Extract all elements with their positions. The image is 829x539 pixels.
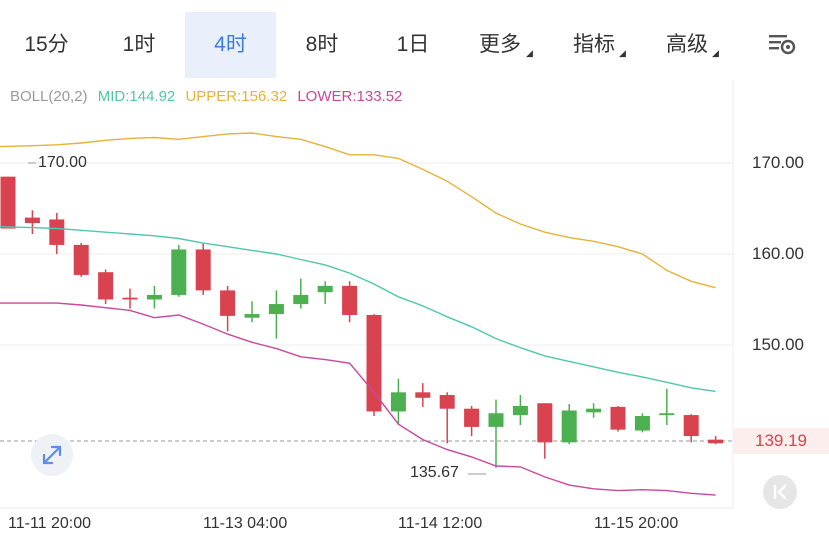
- tab-8h[interactable]: 8时: [305, 33, 339, 56]
- candle-body: [366, 314, 382, 412]
- candle-body: [561, 410, 577, 443]
- candle-body: [24, 217, 40, 224]
- candle-body: [488, 413, 504, 427]
- candle-body: [146, 294, 162, 300]
- candle-body: [220, 290, 236, 316]
- candle: [268, 290, 284, 339]
- candle: [24, 210, 40, 234]
- tab-more[interactable]: 更多: [479, 33, 521, 56]
- candle-body: [512, 405, 528, 416]
- candle: [561, 404, 577, 445]
- indicator-upper: UPPER:156.32: [185, 88, 288, 105]
- candle: [0, 176, 16, 229]
- candle: [708, 436, 724, 445]
- candle-body: [49, 219, 65, 245]
- low-annotation: 135.67: [410, 464, 459, 481]
- candle-body: [342, 285, 358, 315]
- dropdown-triangle-icon: ◢: [526, 48, 533, 58]
- candle-body: [171, 249, 187, 295]
- candles: [0, 176, 724, 468]
- candle: [586, 403, 602, 418]
- candle: [415, 383, 431, 407]
- candle: [683, 414, 699, 443]
- tab-4h[interactable]: 4时: [185, 12, 276, 78]
- high-annotation: 170.00: [38, 154, 87, 171]
- y-tick-label: 150.00: [752, 335, 804, 354]
- candle-body: [268, 304, 284, 315]
- candle-body: [610, 406, 626, 430]
- indicator-legend: BOLL(20,2) MID:144.92 UPPER:156.32 LOWER…: [10, 88, 408, 105]
- candle: [634, 413, 650, 433]
- candle: [342, 281, 358, 323]
- x-tick-label: 11-11 20:00: [8, 515, 92, 532]
- candle: [122, 288, 138, 309]
- candle-body: [0, 176, 16, 229]
- candle: [195, 243, 211, 295]
- expand-arrows-icon: [42, 445, 62, 465]
- y-tick-label: 160.00: [752, 244, 804, 263]
- candle: [537, 403, 553, 459]
- candle-body: [293, 294, 309, 305]
- candle-body: [586, 408, 602, 413]
- candle-body: [244, 314, 260, 318]
- x-tick-label: 11-15 20:00: [594, 515, 679, 532]
- candle: [464, 405, 480, 436]
- boll-upper-line: [0, 132, 716, 289]
- x-tick-label: 11-14 12:00: [398, 515, 483, 532]
- indicator-name: BOLL(20,2): [10, 88, 88, 105]
- candle-body: [390, 392, 406, 412]
- menu-settings-icon[interactable]: [765, 30, 799, 58]
- y-tick-label: 170.00: [752, 153, 804, 172]
- tab-1d[interactable]: 1日: [396, 33, 430, 56]
- candle: [512, 395, 528, 426]
- candle: [317, 281, 333, 305]
- candle: [171, 244, 187, 297]
- candle: [220, 285, 236, 332]
- candle-body: [73, 244, 89, 275]
- tab-1h[interactable]: 1时: [122, 33, 156, 56]
- tab-advanced[interactable]: 高级: [666, 33, 708, 56]
- candle: [390, 378, 406, 425]
- timeframe-tabs: 15分 1时 4时 8时 1日 更多 ◢ 指标 ◢ 高级 ◢: [0, 12, 829, 78]
- candle-body: [195, 249, 211, 291]
- candle-body: [439, 395, 455, 409]
- candle-body: [98, 272, 114, 300]
- candle-body: [464, 408, 480, 427]
- tab-indicators[interactable]: 指标: [573, 33, 615, 56]
- candle-body: [415, 392, 431, 398]
- candle-body: [659, 413, 675, 416]
- dropdown-triangle-icon: ◢: [619, 48, 626, 58]
- current-price-badge: 139.19: [733, 428, 829, 454]
- collapse-button[interactable]: [763, 475, 797, 509]
- bollinger-bands: [0, 132, 716, 496]
- expand-button[interactable]: [31, 434, 73, 476]
- candle: [366, 314, 382, 416]
- collapse-left-icon: [773, 484, 787, 500]
- candle: [610, 405, 626, 432]
- candle: [73, 243, 89, 277]
- indicator-mid: MID:144.92: [97, 88, 176, 105]
- candle: [49, 213, 65, 254]
- indicator-lower: LOWER:133.52: [297, 88, 403, 105]
- candle-body: [122, 297, 138, 300]
- candle-body: [634, 415, 650, 431]
- candle: [659, 388, 675, 426]
- dropdown-triangle-icon: ◢: [712, 48, 719, 58]
- candle-body: [683, 415, 699, 436]
- candle-body: [708, 439, 724, 444]
- candle: [146, 285, 162, 309]
- candle: [293, 278, 309, 309]
- candle: [244, 301, 260, 323]
- candle-body: [317, 285, 333, 293]
- candle: [439, 392, 455, 444]
- boll-mid-line: [0, 226, 716, 393]
- tab-15m[interactable]: 15分: [24, 33, 69, 56]
- candle-body: [537, 403, 553, 443]
- x-tick-label: 11-13 04:00: [203, 515, 288, 532]
- candle: [98, 269, 114, 305]
- candle: [488, 399, 504, 468]
- boll-lower-line: [0, 302, 716, 496]
